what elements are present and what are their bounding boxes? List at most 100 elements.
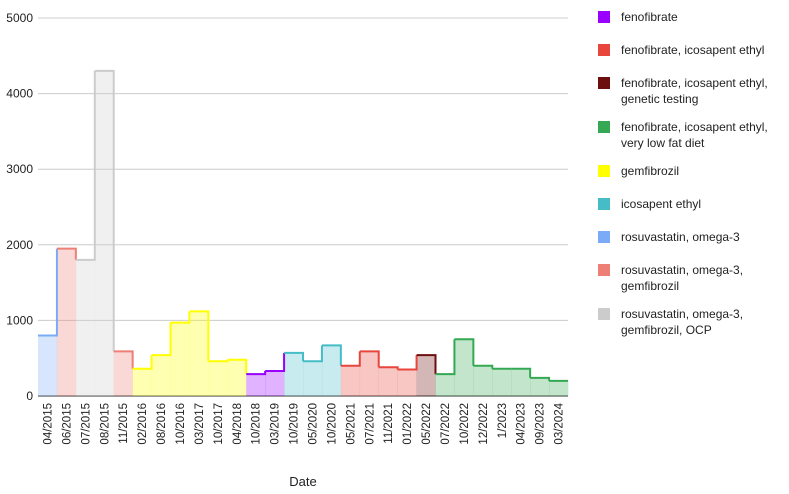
- legend-label: gemfibrozil, OCP: [621, 323, 712, 337]
- step-line-segment: [340, 351, 361, 367]
- area-segment: [132, 368, 152, 396]
- area-segment: [359, 351, 380, 396]
- legend-label: rosuvastatin, omega-3,: [621, 307, 743, 321]
- legend-item: rosuvastatin, omega-3, gemfibrozil: [598, 263, 743, 293]
- x-tick-label: 12/2022: [478, 403, 490, 445]
- area-segment: [340, 365, 361, 396]
- step-line-segment: [473, 364, 494, 369]
- area-segment: [208, 361, 228, 396]
- step-line-segment: [321, 344, 342, 366]
- legend-label: gemfibrozil: [621, 279, 679, 293]
- area-fills: [38, 70, 569, 397]
- legend-label: rosuvastatin, omega-3: [621, 230, 740, 244]
- x-tick-label: 10/2016: [175, 403, 187, 445]
- x-tick-label: 1/2023: [497, 403, 509, 438]
- x-tick-label: 04/2023: [516, 403, 528, 445]
- legend-item: rosuvastatin, omega-3: [598, 230, 740, 244]
- x-tick-label: 05/2021: [345, 403, 357, 445]
- x-tick-label: 05/2020: [307, 403, 319, 445]
- x-tick-label: 04/2018: [232, 403, 244, 445]
- legend-label: fenofibrate, icosapent ethyl,: [621, 76, 768, 90]
- area-segment: [454, 339, 474, 396]
- legend-swatch: [598, 11, 610, 23]
- step-line-segment: [416, 354, 437, 375]
- area-segment: [94, 70, 115, 397]
- step-line-segment: [75, 70, 96, 261]
- x-tick-label: 10/2020: [326, 403, 338, 445]
- area-segment: [303, 361, 323, 396]
- legend-item: fenofibrate, icosapent ethyl, very low fa…: [598, 120, 768, 150]
- x-tick-label: 10/2019: [289, 403, 301, 445]
- area-segment: [170, 322, 190, 396]
- step-line-segment: [208, 359, 229, 363]
- x-tick-label: 11/2015: [118, 403, 130, 444]
- area-segment: [265, 371, 285, 396]
- legend-item: fenofibrate, icosapent ethyl, genetic tes…: [598, 76, 768, 106]
- area-segment: [511, 368, 531, 396]
- x-tick-label: 03/2024: [554, 402, 566, 444]
- legend-swatch: [598, 264, 610, 276]
- step-line-segment: [511, 367, 532, 378]
- legend-item: icosapent ethyl: [598, 197, 701, 211]
- area-segment: [435, 374, 455, 396]
- step-lines: [38, 69, 568, 382]
- y-axis: 0 1000 2000 3000 4000 5000: [6, 11, 33, 403]
- legend-swatch: [598, 44, 610, 56]
- x-tick-label: 02/2016: [137, 403, 149, 445]
- area-segment: [530, 377, 550, 396]
- legend-swatch: [598, 165, 610, 177]
- area-segment: [38, 335, 58, 396]
- x-tick-label: 05/2022: [421, 403, 433, 445]
- step-line-segment: [170, 311, 191, 324]
- x-tick-label: 07/2021: [364, 403, 376, 445]
- y-tick-label: 1000: [6, 313, 33, 327]
- step-line-segment: [246, 371, 267, 376]
- area-segment: [397, 369, 417, 396]
- area-segment: [378, 367, 398, 396]
- step-line-segment: [227, 358, 248, 375]
- step-line-segment: [113, 350, 134, 369]
- legend-label: fenofibrate, icosapent ethyl: [621, 43, 764, 57]
- x-tick-label: 10/2018: [251, 403, 263, 445]
- area-segment: [189, 311, 209, 396]
- area-segment: [151, 355, 171, 396]
- x-axis-title: Date: [289, 474, 316, 489]
- x-tick-label: 09/2023: [535, 403, 547, 445]
- step-line-segment: [284, 351, 304, 362]
- legend-swatch: [598, 231, 610, 243]
- step-line-segment: [397, 355, 418, 371]
- step-line-segment: [94, 69, 115, 352]
- area-segment: [549, 380, 569, 396]
- x-tick-label: 10/2017: [213, 403, 225, 445]
- step-line-segment: [151, 322, 172, 357]
- legend-label: rosuvastatin, omega-3,: [621, 263, 743, 277]
- x-tick-label: 03/2019: [270, 403, 282, 445]
- y-tick-label: 3000: [6, 162, 33, 176]
- legend-swatch: [598, 121, 610, 133]
- x-tick-label: 07/2022: [440, 403, 452, 445]
- step-line-segment: [303, 345, 323, 363]
- legend-item: fenofibrate, icosapent ethyl: [598, 43, 764, 57]
- area-segment: [473, 365, 493, 396]
- area-segment: [227, 359, 247, 396]
- x-tick-label: 07/2015: [80, 403, 92, 445]
- area-segment: [492, 368, 512, 396]
- x-tick-label: 11/2021: [383, 403, 395, 444]
- legend-label: genetic testing: [621, 92, 698, 106]
- x-tick-label: 08/2016: [156, 403, 168, 445]
- y-tick-label: 0: [26, 389, 33, 403]
- step-line-segment: [530, 376, 551, 381]
- legend-label: icosapent ethyl: [621, 197, 701, 211]
- legend-label: fenofibrate, icosapent ethyl,: [621, 120, 768, 134]
- step-line-segment: [454, 338, 475, 366]
- step-line-segment: [359, 350, 380, 368]
- legend: fenofibrate fenofibrate, icosapent ethyl f…: [598, 10, 768, 337]
- step-line-segment: [38, 248, 58, 337]
- y-tick-label: 2000: [6, 238, 33, 252]
- x-axis: 04/2015 06/2015 07/2015 08/2015 11/2015 02/20…: [42, 402, 565, 444]
- x-tick-label: 03/2017: [194, 403, 206, 445]
- area-segment: [75, 259, 96, 396]
- legend-label: fenofibrate: [621, 10, 678, 24]
- area-segment: [56, 248, 77, 396]
